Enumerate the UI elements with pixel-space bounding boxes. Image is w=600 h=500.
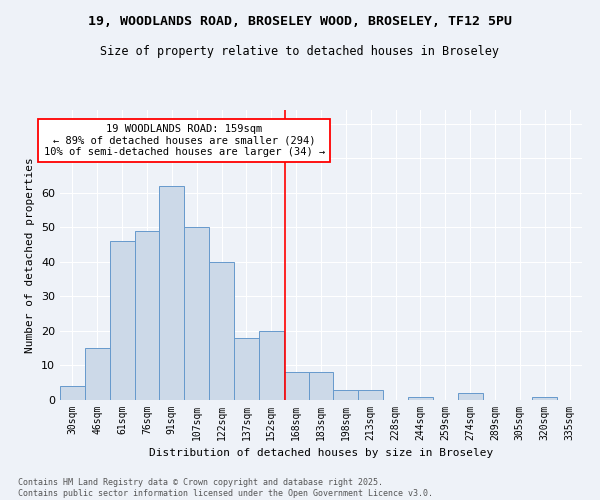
Bar (308, 372, 334, 400)
Bar (60, 386, 85, 400)
Bar (184, 228, 209, 400)
Text: Contains HM Land Registry data © Crown copyright and database right 2025.
Contai: Contains HM Land Registry data © Crown c… (18, 478, 433, 498)
Bar (85, 348, 110, 400)
Bar (334, 390, 358, 400)
Y-axis label: Number of detached properties: Number of detached properties (25, 157, 35, 353)
Text: 19 WOODLANDS ROAD: 159sqm
← 89% of detached houses are smaller (294)
10% of semi: 19 WOODLANDS ROAD: 159sqm ← 89% of detac… (44, 124, 325, 157)
Bar (160, 186, 184, 400)
Text: 19, WOODLANDS ROAD, BROSELEY WOOD, BROSELEY, TF12 5PU: 19, WOODLANDS ROAD, BROSELEY WOOD, BROSE… (88, 15, 512, 28)
Bar (134, 231, 160, 400)
Text: Size of property relative to detached houses in Broseley: Size of property relative to detached ho… (101, 45, 499, 58)
Bar (532, 396, 557, 400)
Bar (458, 393, 482, 400)
Bar (284, 372, 308, 400)
Bar (110, 241, 134, 400)
Bar (209, 262, 234, 400)
X-axis label: Distribution of detached houses by size in Broseley: Distribution of detached houses by size … (149, 448, 493, 458)
Bar (259, 331, 284, 400)
Bar (358, 390, 383, 400)
Bar (408, 396, 433, 400)
Bar (234, 338, 259, 400)
